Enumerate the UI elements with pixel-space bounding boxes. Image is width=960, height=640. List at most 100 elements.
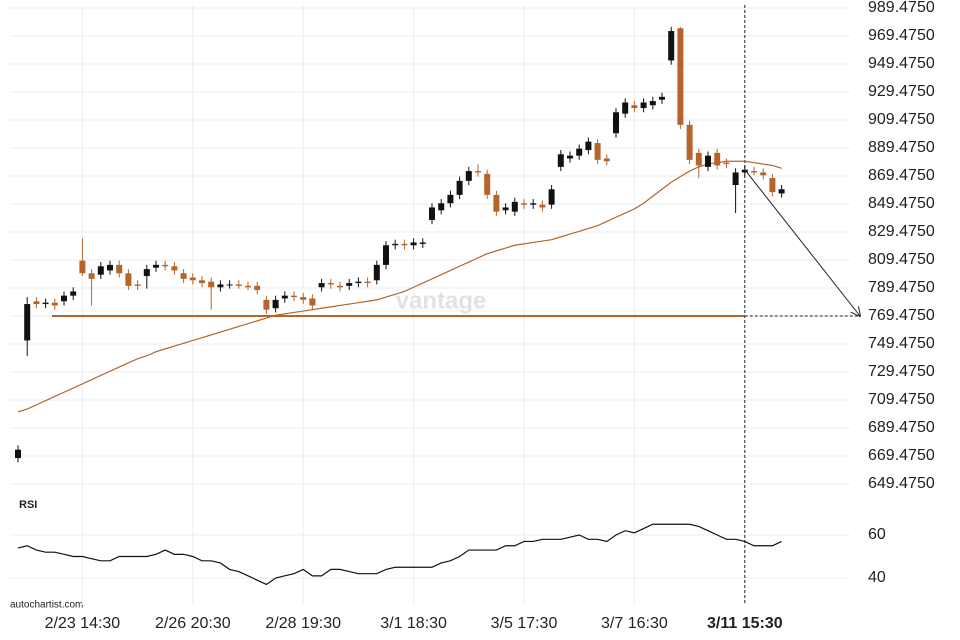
y-tick-label: 829.4750 <box>868 223 935 240</box>
y-tick-label: 689.4750 <box>868 419 935 436</box>
candle-body <box>410 242 417 246</box>
candle-body <box>327 283 334 285</box>
candle-body <box>97 266 104 275</box>
y-tick-label: 909.4750 <box>868 111 935 128</box>
rsi-title: RSI <box>19 499 37 511</box>
candle-body <box>208 281 215 288</box>
candle-body <box>51 302 58 306</box>
candle-body <box>199 280 205 284</box>
candle-body <box>134 284 141 286</box>
candle-body <box>281 295 288 299</box>
candle-body <box>640 102 647 109</box>
candle-body <box>456 180 463 195</box>
candle-body <box>318 283 325 288</box>
candle-body <box>300 297 307 300</box>
candle-body <box>309 298 316 306</box>
y-tick-label: 769.4750 <box>868 307 935 324</box>
candle-body <box>521 203 527 205</box>
candle-body <box>235 284 242 286</box>
x-tick-label: 2/23 14:30 <box>45 615 121 632</box>
y-tick-label: 889.4750 <box>868 139 935 156</box>
candle-body <box>539 204 546 208</box>
candle-body <box>557 154 564 167</box>
candle-body <box>778 189 785 194</box>
candle-body <box>631 105 638 109</box>
rsi-tick-label: 60 <box>868 526 886 543</box>
y-tick-label: 809.4750 <box>868 251 935 268</box>
candle-body <box>79 260 86 274</box>
y-tick-label: 749.4750 <box>868 335 935 352</box>
candle-body <box>751 171 757 173</box>
y-tick-label: 649.4750 <box>868 475 935 492</box>
candle-body <box>364 281 371 284</box>
y-tick-label: 849.4750 <box>868 195 935 212</box>
candle-body <box>732 172 739 186</box>
candle-body <box>741 169 748 173</box>
x-tick-label: 2/28 19:30 <box>265 615 341 632</box>
candle-body <box>668 31 675 61</box>
y-tick-label: 669.4750 <box>868 447 935 464</box>
candle-body <box>263 299 270 310</box>
candle-body <box>576 148 583 156</box>
candle-body <box>291 295 297 298</box>
candle-body <box>42 302 49 305</box>
candle-body <box>272 299 279 309</box>
candle-body <box>585 141 592 151</box>
candle-body <box>355 281 362 284</box>
candle-body <box>373 264 380 281</box>
x-tick-label: 3/5 17:30 <box>491 615 558 632</box>
candle-body <box>153 264 159 268</box>
candle-body <box>622 102 629 114</box>
y-tick-label: 869.4750 <box>868 167 935 184</box>
candle-body <box>401 243 408 246</box>
candle-body <box>419 242 426 244</box>
watermark: vantage <box>396 287 487 314</box>
candle-body <box>429 207 435 221</box>
moving-average <box>17 160 782 413</box>
candle-body <box>502 207 509 211</box>
y-tick-label: 729.4750 <box>868 363 935 380</box>
candle-body <box>125 273 132 286</box>
forecast-arrow <box>744 169 860 316</box>
y-tick-label: 969.4750 <box>868 27 935 44</box>
candle-body <box>143 269 150 277</box>
candle-body <box>677 28 684 125</box>
candle-body <box>226 284 233 286</box>
candle-body <box>245 285 251 288</box>
y-tick-label: 989.4750 <box>868 0 935 16</box>
candle-body <box>383 245 389 265</box>
rsi-line <box>17 523 782 586</box>
candle-body <box>465 171 472 181</box>
candle-body <box>24 304 31 341</box>
candle-body <box>649 101 656 106</box>
candle-body <box>695 152 702 166</box>
y-tick-label: 949.4750 <box>868 55 935 72</box>
candle-body <box>447 194 454 204</box>
candle-body <box>659 96 665 100</box>
candle-body <box>116 264 123 274</box>
x-tick-label: 2/26 20:30 <box>155 615 231 632</box>
candle-body <box>33 301 40 305</box>
candle-body <box>180 273 187 279</box>
candle-body <box>171 266 178 271</box>
candle-body <box>530 203 537 205</box>
candle-body <box>769 178 776 193</box>
candle-body <box>337 285 343 288</box>
candle-body <box>548 189 555 205</box>
rsi-tick-label: 40 <box>868 569 886 586</box>
candle-body <box>217 284 224 288</box>
candle-body <box>705 155 711 167</box>
candle-body <box>723 162 730 165</box>
candle-body <box>714 152 721 166</box>
candle-body <box>613 112 619 134</box>
candle-body <box>594 143 601 160</box>
candle-body <box>567 155 573 159</box>
candle-body <box>475 171 481 173</box>
y-tick-label: 709.4750 <box>868 391 935 408</box>
candle-body <box>511 201 518 212</box>
x-tick-label: 3/1 18:30 <box>380 615 447 632</box>
candle-body <box>254 285 261 291</box>
candle-body <box>438 203 445 211</box>
